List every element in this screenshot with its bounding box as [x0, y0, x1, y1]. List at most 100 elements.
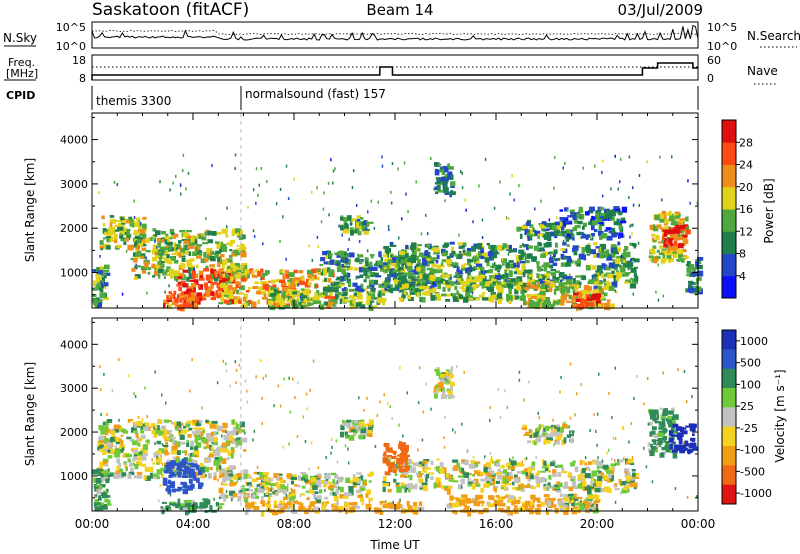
- range-gate-cell: [500, 486, 504, 489]
- range-gate-cell: [422, 259, 428, 266]
- range-gate-cell: [102, 460, 108, 466]
- range-gate-cell: [135, 249, 137, 253]
- range-gate-cell: [525, 431, 530, 436]
- range-gate-cell: [411, 276, 415, 282]
- range-gate-cell: [125, 466, 128, 472]
- range-gate-cell: [221, 263, 225, 270]
- range-gate-cell: [275, 279, 280, 283]
- range-gate-cell: [114, 224, 120, 228]
- range-gate-cell: [505, 273, 509, 278]
- range-gate-cell: [261, 479, 267, 484]
- range-gate-cell: [163, 477, 167, 483]
- range-gate-cell: [692, 423, 697, 428]
- range-gate-cell: [529, 430, 533, 433]
- range-gate-cell: [458, 246, 465, 249]
- range-gate-cell: [368, 292, 371, 296]
- range-gate-cell: [587, 281, 589, 285]
- range-gate-cell: [527, 245, 534, 249]
- range-gate-cell: [525, 472, 529, 477]
- range-gate-cell: [555, 434, 562, 440]
- range-gate-cell: [549, 222, 556, 227]
- range-gate-cell: [568, 273, 571, 277]
- range-gate-cell: [623, 249, 626, 255]
- range-gate-cell: [287, 483, 289, 487]
- range-gate-cell: [613, 221, 618, 226]
- range-gate-cell: [317, 245, 320, 249]
- range-gate-cell: [378, 251, 382, 258]
- range-gate-cell: [205, 293, 211, 298]
- range-gate-cell: [283, 377, 285, 381]
- range-gate-cell: [317, 475, 322, 479]
- range-gate-cell: [467, 472, 472, 476]
- range-gate-cell: [471, 480, 477, 483]
- range-gate-cell: [341, 264, 345, 271]
- range-gate-cell: [246, 389, 248, 393]
- range-gate-cell: [144, 449, 148, 455]
- range-gate-cell: [150, 466, 154, 472]
- range-gate-cell: [156, 450, 162, 454]
- range-gate-cell: [612, 275, 618, 278]
- range-gate-cell: [294, 290, 299, 293]
- range-gate-cell: [162, 478, 168, 481]
- range-gate-cell: [174, 275, 178, 281]
- range-gate-cell: [349, 295, 355, 299]
- range-gate-cell: [299, 506, 303, 511]
- range-gate-cell: [363, 230, 369, 235]
- range-gate-cell: [383, 443, 390, 448]
- range-gate-cell: [666, 255, 672, 259]
- range-gate-cell: [678, 438, 683, 444]
- range-gate-cell: [598, 221, 604, 225]
- range-gate-cell: [483, 252, 488, 258]
- range-gate-cell: [247, 476, 252, 479]
- range-gate-cell: [169, 493, 172, 497]
- range-gate-cell: [562, 239, 565, 243]
- range-gate-cell: [531, 461, 536, 467]
- range-gate-cell: [628, 440, 630, 444]
- range-gate-cell: [213, 497, 215, 501]
- range-gate-cell: [566, 434, 571, 438]
- range-gate-cell: [386, 249, 390, 255]
- range-gate-cell: [494, 253, 498, 259]
- range-gate-cell: [533, 284, 539, 290]
- range-gate-cell: [193, 471, 200, 477]
- range-gate-cell: [617, 212, 623, 215]
- range-gate-cell: [160, 449, 165, 454]
- date-label: 03/Jul/2009: [618, 1, 703, 19]
- range-gate-cell: [477, 503, 480, 507]
- range-gate-cell: [398, 423, 400, 427]
- range-gate-cell: [441, 486, 448, 489]
- range-gate-cell: [526, 232, 531, 239]
- range-gate-cell: [388, 228, 390, 232]
- range-gate-cell: [302, 295, 308, 299]
- range-gate-cell: [369, 283, 371, 287]
- range-gate-cell: [255, 375, 257, 379]
- range-gate-cell: [266, 504, 271, 509]
- range-gate-cell: [152, 275, 156, 278]
- range-gate-cell: [252, 229, 255, 233]
- range-gate-cell: [213, 460, 220, 466]
- range-gate-cell: [167, 260, 173, 265]
- range-gate-cell: [132, 440, 138, 446]
- range-gate-cell: [390, 201, 393, 205]
- range-gate-cell: [578, 231, 584, 236]
- range-gate-cell: [213, 431, 217, 436]
- range-gate-cell: [134, 423, 137, 429]
- range-gate-cell: [168, 432, 172, 436]
- range-gate-cell: [566, 286, 572, 289]
- range-gate-cell: [323, 267, 327, 274]
- range-gate-cell: [496, 474, 502, 480]
- range-gate-cell: [133, 258, 138, 263]
- range-gate-cell: [330, 296, 337, 302]
- range-gate-cell: [307, 273, 313, 279]
- range-gate-cell: [196, 292, 203, 298]
- range-gate-cell: [414, 483, 418, 490]
- range-gate-cell: [384, 471, 390, 476]
- range-gate-cell: [599, 487, 606, 493]
- range-gate-cell: [618, 232, 624, 238]
- range-gate-cell: [475, 284, 480, 287]
- range-gate-cell: [171, 488, 176, 493]
- range-gate-cell: [413, 510, 419, 515]
- range-gate-cell: [123, 462, 128, 465]
- range-gate-cell: [595, 459, 599, 466]
- range-gate-cell: [413, 506, 420, 511]
